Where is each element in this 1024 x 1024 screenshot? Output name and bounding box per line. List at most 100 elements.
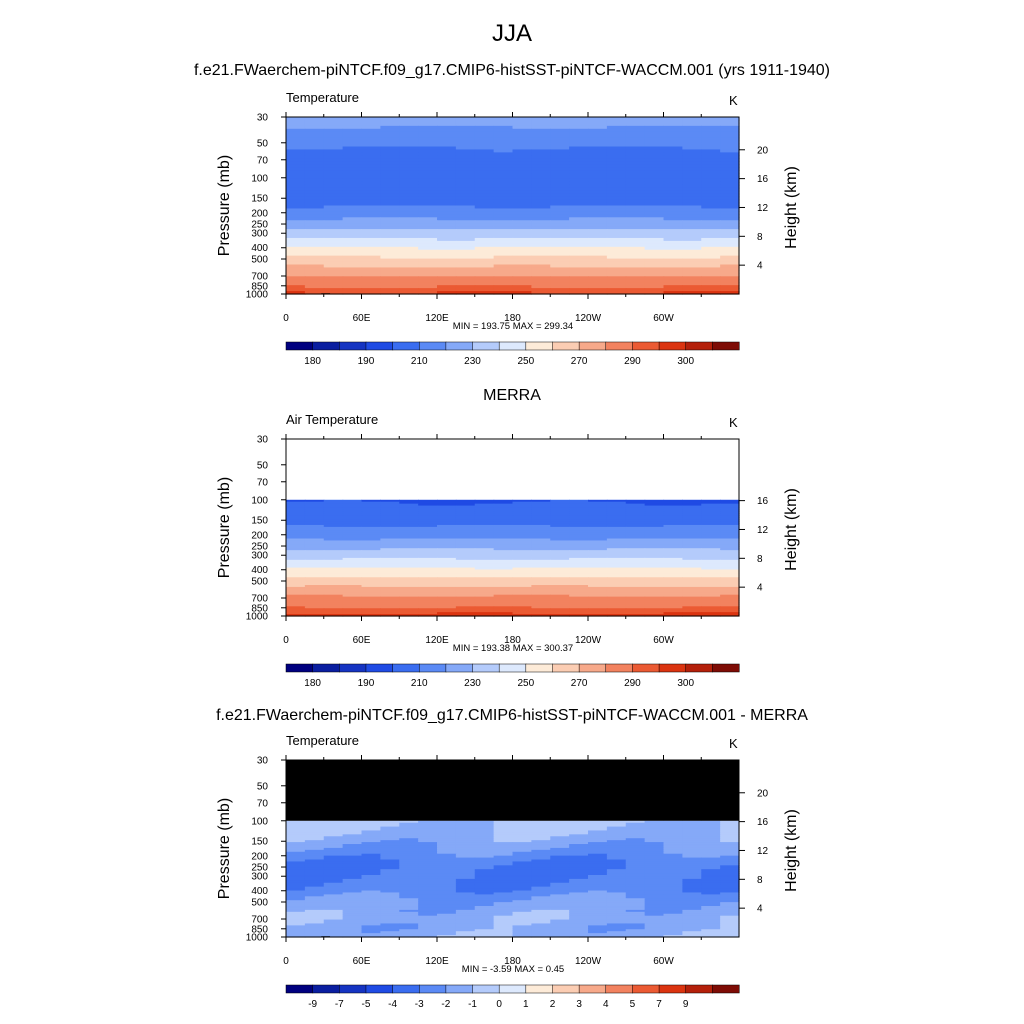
contour-cell (455, 181, 476, 186)
contour-cell (493, 855, 514, 859)
contour-cell (682, 581, 702, 584)
contour-cell (644, 173, 665, 177)
contour-cell (644, 590, 665, 594)
contour-cell (550, 170, 570, 174)
contour-cell (399, 235, 419, 239)
contour-cell (644, 911, 665, 915)
contour-cell (361, 152, 381, 156)
contour-cell (493, 164, 514, 168)
contour-cell (380, 196, 400, 201)
contour-cell (418, 822, 438, 826)
contour-cell (682, 614, 702, 617)
contour-cell (682, 270, 702, 274)
contour-cell (569, 184, 589, 189)
contour-cell (380, 131, 400, 136)
contour-cell (550, 187, 570, 192)
contour-cell (682, 907, 702, 911)
contour-cell (701, 865, 721, 868)
contour-cell (644, 524, 665, 528)
contour-cell (663, 559, 683, 563)
contour-cell (606, 243, 627, 248)
contour-cell (399, 590, 419, 594)
contour-cell (644, 559, 665, 563)
contour-cell (625, 880, 646, 884)
contour-cell (380, 614, 400, 617)
contour-cell (399, 573, 419, 576)
contour-cell (418, 255, 438, 260)
contour-cell (663, 501, 683, 505)
contour-cell (323, 161, 344, 165)
contour-cell (682, 886, 702, 890)
contour-cell (361, 842, 381, 845)
contour-cell (286, 861, 306, 864)
contour-cell (569, 890, 589, 894)
contour-cell (663, 859, 683, 863)
contour-cell (701, 202, 721, 207)
contour-cell (380, 532, 400, 536)
contour-cell (606, 205, 627, 210)
contour-cell (701, 565, 721, 569)
contour-cell (644, 604, 665, 607)
contour-cell (474, 149, 495, 153)
contour-cell (701, 170, 721, 174)
contour-cell (588, 229, 608, 233)
contour-cell (550, 282, 570, 286)
contour-cell (342, 279, 363, 283)
contour-cell (569, 205, 589, 210)
contour-cell (493, 888, 514, 892)
contour-cell (380, 264, 400, 269)
contour-cell (512, 548, 532, 551)
contour-cell (720, 279, 740, 283)
contour-cell (399, 875, 419, 878)
contour-cell (512, 519, 532, 522)
contour-cell (588, 554, 608, 557)
contour-cell (399, 902, 419, 905)
contour-cell (437, 588, 457, 592)
contour-cell (625, 540, 646, 543)
contour-cell (323, 544, 344, 547)
contour-cell (418, 167, 438, 171)
contour-cell (606, 583, 627, 586)
contour-cell (286, 594, 306, 598)
contour-cell (304, 847, 325, 851)
contour-cell (418, 567, 438, 571)
contour-cell (682, 898, 702, 901)
contour-cell (682, 526, 702, 530)
contour-cell (342, 119, 363, 124)
contour-cell (701, 288, 721, 292)
contour-cell (455, 511, 476, 514)
contour-cell (455, 554, 476, 557)
x-tick-label: 180 (504, 956, 521, 967)
contour-cell (606, 246, 627, 251)
contour-cell (342, 555, 363, 559)
contour-cell (286, 575, 306, 578)
contour-cell (380, 878, 400, 882)
contour-cell (531, 830, 551, 833)
contour-cell (550, 567, 570, 571)
contour-cell (437, 878, 457, 882)
contour-cell (286, 125, 306, 130)
contour-cell (625, 199, 646, 204)
contour-cell (474, 565, 495, 569)
contour-cell (304, 606, 325, 609)
contour-cell (474, 503, 495, 507)
contour-cell (663, 509, 683, 512)
contour-cell (663, 285, 683, 289)
contour-cell (361, 122, 381, 127)
contour-cell (644, 515, 665, 518)
contour-cell (380, 255, 400, 260)
contour-cell (720, 886, 740, 890)
contour-cell (682, 546, 702, 549)
contour-cell (380, 187, 400, 192)
contour-cell (682, 575, 702, 578)
contour-cell (323, 523, 344, 526)
contour-cell (286, 176, 306, 180)
contour-cell (663, 604, 683, 607)
colorbar-label: 230 (464, 678, 481, 689)
contour-cell (606, 526, 627, 530)
contour-cell (625, 255, 646, 260)
contour-cell (720, 581, 740, 584)
right-axis-label: Height (km) (783, 809, 800, 892)
contour-cell (550, 542, 570, 545)
contour-cell (512, 199, 532, 204)
